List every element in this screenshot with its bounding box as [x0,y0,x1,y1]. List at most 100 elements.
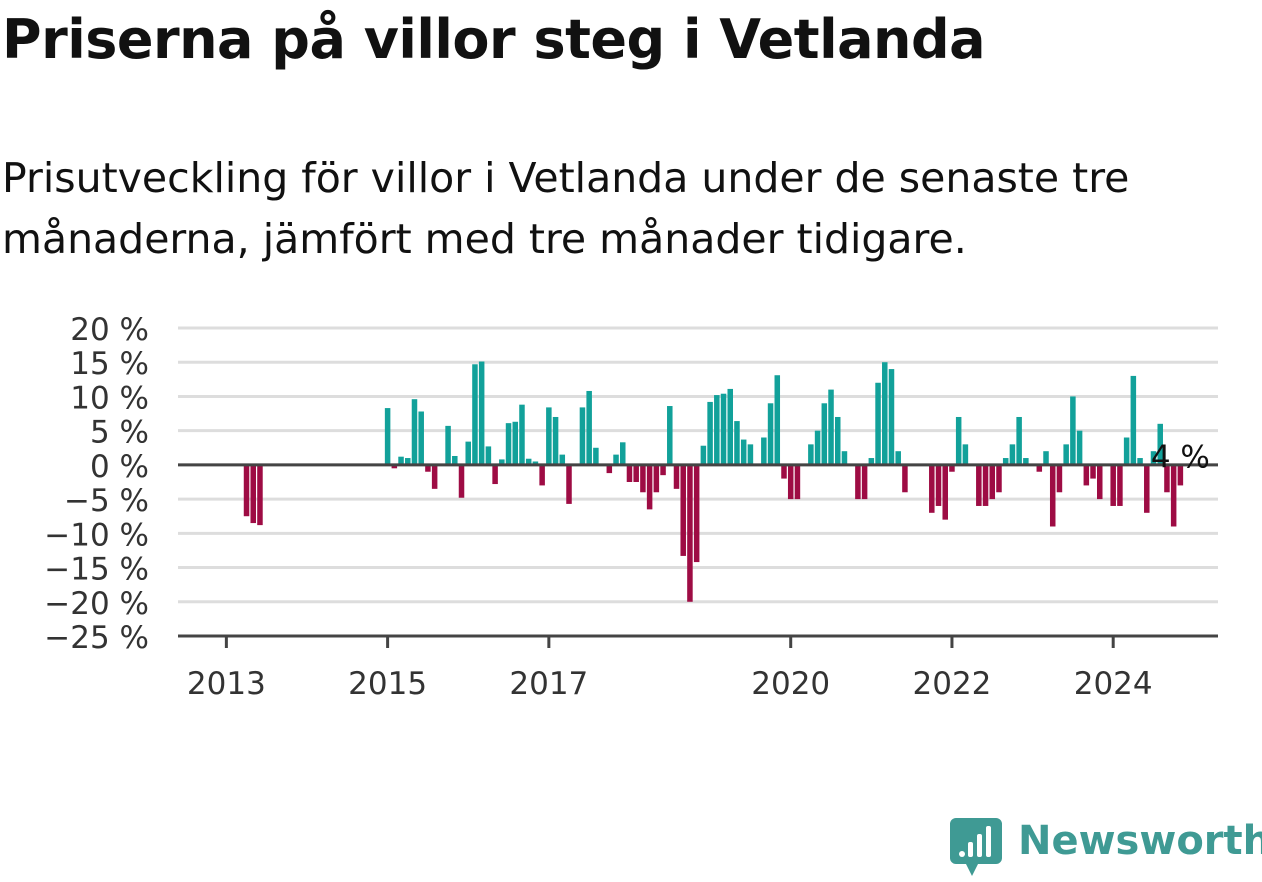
bar [868,458,875,465]
brand-name: Newsworthy [1018,818,1262,864]
bar [391,464,398,469]
bar [1049,464,1056,527]
y-tick-label: 20 % [70,312,149,348]
bar [673,464,680,489]
bar [821,403,828,465]
bar [667,406,673,465]
bar [1056,464,1063,493]
bar [1016,416,1022,465]
bar [1170,464,1177,527]
bar [680,464,686,556]
y-tick-label: 0 % [90,449,149,485]
newsworthy-logo-icon [950,818,1002,876]
bar [727,388,733,465]
bar [1076,430,1083,465]
bars [243,361,1184,602]
bar [942,464,948,520]
y-tick-label: 15 % [70,346,149,382]
bar [828,389,834,465]
bar [875,382,881,465]
bar [767,403,774,465]
bar [949,464,955,472]
bar [653,464,660,493]
bar [1070,396,1076,465]
bar [566,464,572,504]
bar [452,455,458,465]
bar [740,439,747,465]
bar [458,464,465,498]
bar [1090,464,1096,479]
bar [888,369,895,465]
bar [472,364,478,465]
bar [929,464,935,513]
bar [955,416,962,465]
bar [384,408,391,465]
bar [808,444,814,465]
bar [1083,464,1090,486]
bar [485,446,492,465]
bar [546,407,552,465]
bar [693,464,700,563]
bar [814,430,821,465]
bar [700,445,707,465]
bar [405,458,411,465]
bar [1150,451,1157,465]
bar [1110,464,1116,506]
bar [445,425,451,465]
bar [1164,464,1170,493]
bar [794,464,801,500]
bar [1123,437,1130,465]
bar [579,407,586,465]
x-tick-label: 2020 [751,666,830,702]
bar [411,399,418,465]
x-tick-label: 2024 [1074,666,1153,702]
bar [626,464,633,482]
bar [734,421,740,465]
bar [989,464,996,500]
bar [478,361,485,465]
bar [774,375,781,465]
chart-title: Priserna på villor steg i Vetlanda [2,8,986,71]
y-tick-label: −10 % [44,517,149,553]
bar [519,404,525,465]
bar [1157,423,1163,465]
chart-subtitle: Prisutveckling för villor i Vetlanda und… [2,154,1130,263]
bar [505,423,512,465]
latest-value-label: 4 % [1151,439,1210,475]
bar [559,454,566,465]
bar [761,437,767,465]
bar [962,444,969,465]
y-tick-label: 10 % [70,380,149,416]
x-tick-label: 2013 [187,666,266,702]
bar [714,395,720,465]
bar [996,464,1002,493]
bar [492,464,498,485]
bar [1177,464,1184,486]
bar [841,451,848,465]
bar [532,461,539,465]
bar [499,459,505,465]
bar [1043,451,1049,465]
x-tick-label: 2015 [348,666,427,702]
x-tick-label: 2022 [913,666,992,702]
bar [976,464,982,506]
bar [855,464,861,500]
bar [834,416,841,465]
bar [539,464,545,486]
bar [633,464,639,482]
y-tick-label: −5 % [64,483,149,519]
bar [640,464,646,493]
newsworthy-logo: Newsworthy [950,816,1262,878]
bar [902,464,908,493]
bar [1097,464,1103,500]
bar [525,458,532,465]
bar [418,411,424,465]
y-tick-label: −20 % [44,586,149,622]
x-axis-ticks: 2013 2015 2017 2020 2022 2024 [187,636,1153,702]
bar [1063,444,1069,465]
bar [1137,458,1143,465]
bar [660,464,666,476]
bar [606,464,613,474]
bar [1144,464,1150,513]
bar [1130,375,1137,465]
